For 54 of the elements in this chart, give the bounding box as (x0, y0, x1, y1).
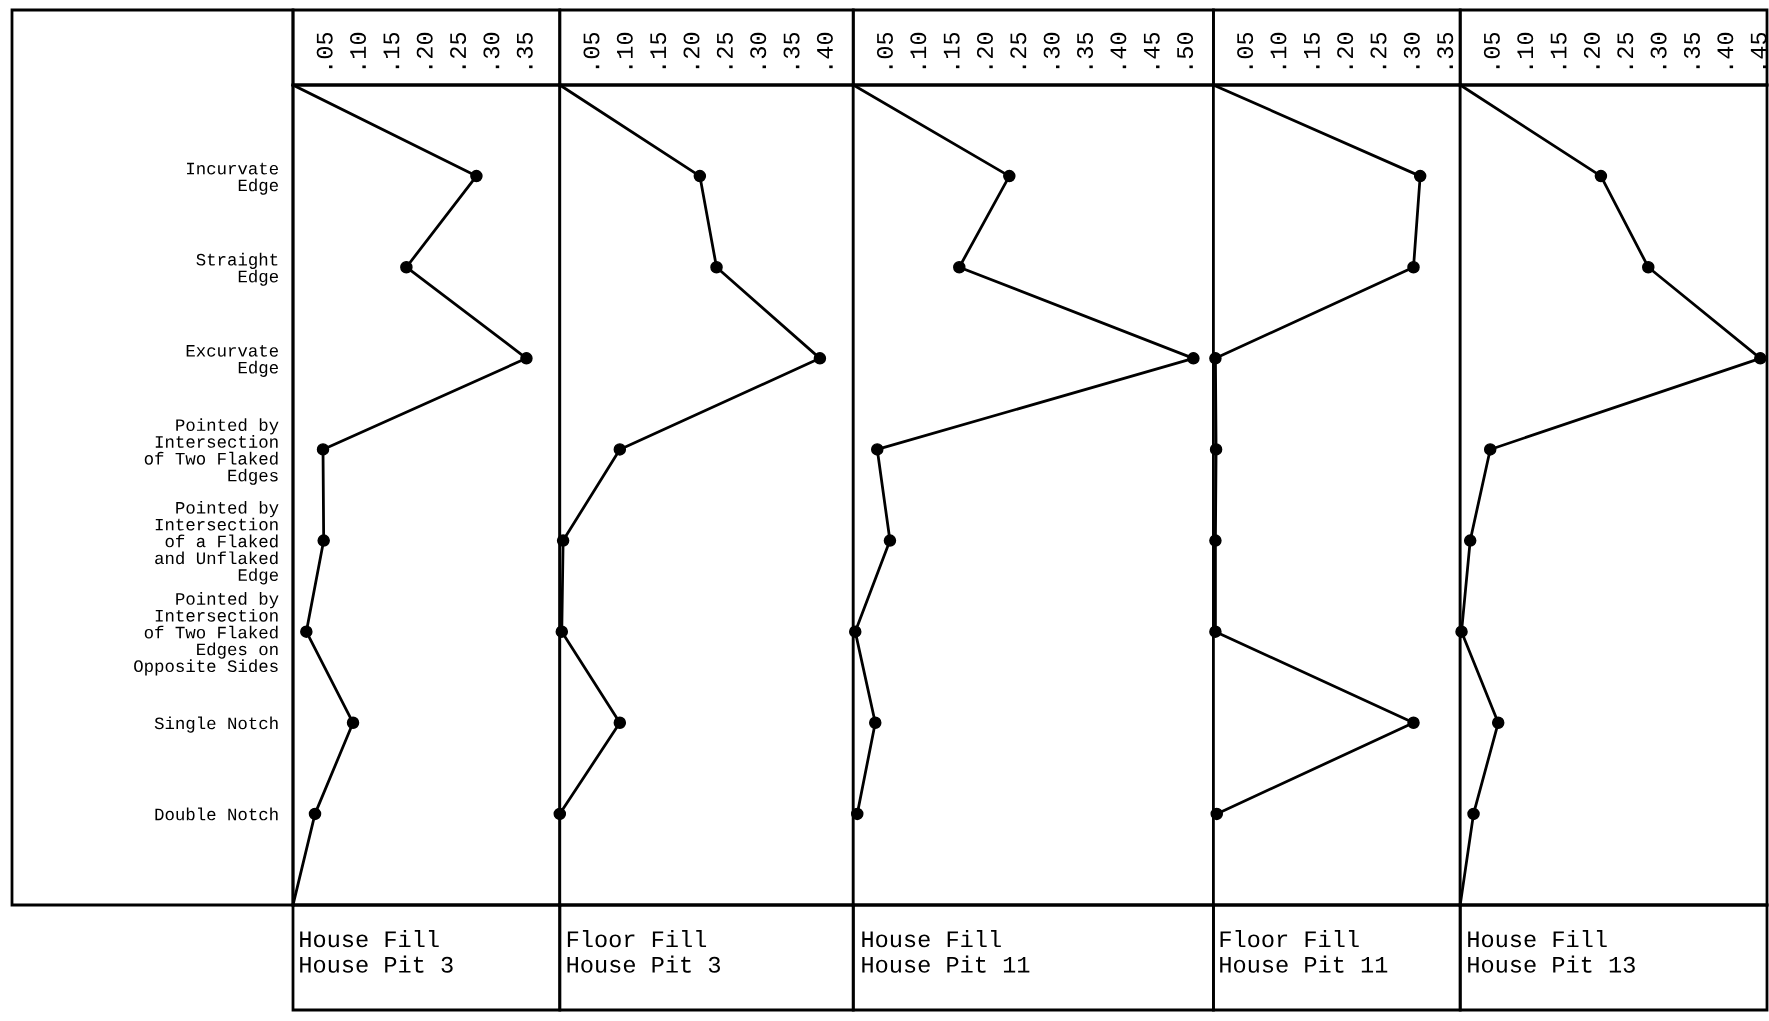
x-tick-label: .30 (1403, 32, 1420, 69)
x-tick-label: .40 (1110, 32, 1127, 69)
y-tick-label: Excurvate Edge (186, 344, 278, 377)
x-tick-label: .30 (483, 32, 500, 69)
x-tick-label: .45 (1750, 32, 1767, 69)
x-axis-title: House Fill House Pit 3 (300, 930, 453, 973)
x-tick-label: .40 (1717, 32, 1734, 69)
y-tick-label: Straight Edge (196, 252, 278, 286)
x-tick-label: .35 (1437, 32, 1454, 69)
x-tick-label: .20 (683, 32, 700, 69)
x-tick-label: .15 (650, 32, 667, 69)
x-tick-label: .15 (383, 32, 400, 69)
x-tick-label: .25 (1010, 32, 1027, 69)
x-tick-label: .15 (1550, 32, 1567, 69)
x-tick-label: .35 (1077, 32, 1094, 69)
x-tick-label: .35 (783, 32, 800, 69)
x-tick-label: .05 (876, 32, 893, 69)
y-tick-label: Incurvate Edge (187, 162, 278, 195)
x-tick-label: .05 (1237, 32, 1254, 69)
x-tick-label: .40 (816, 32, 833, 69)
y-tick-label: Double Notch (155, 807, 278, 821)
x-axis-title: House Fill House Pit 11 (862, 930, 1030, 973)
x-tick-label: .05 (316, 32, 333, 69)
x-tick-label: .25 (1370, 32, 1387, 69)
x-tick-label: .35 (516, 32, 533, 69)
x-tick-label: .25 (716, 32, 733, 69)
x-tick-label: .30 (750, 32, 767, 69)
y-tick-label: Single Notch (154, 716, 278, 733)
x-tick-label: .10 (1270, 32, 1287, 69)
x-tick-label: .20 (976, 32, 993, 69)
x-tick-label: .35 (1683, 32, 1700, 69)
x-tick-label: .10 (1517, 32, 1534, 69)
x-axis-title: Floor Fill House Pit 11 (1220, 930, 1388, 973)
x-tick-label: .45 (1143, 32, 1160, 69)
x-tick-label: .15 (1304, 32, 1320, 69)
y-tick-label: Pointed by Intersection of Two Flaked Edges on Opposite Sides (134, 592, 279, 676)
x-tick-label: .10 (910, 32, 927, 69)
x-tick-label: .25 (1617, 32, 1634, 69)
x-tick-label: .25 (450, 32, 467, 69)
x-tick-label: .05 (1483, 32, 1500, 69)
x-tick-label: .30 (1650, 32, 1667, 69)
y-tick-label: Pointed by Intersection of a Flaked and Unflaked Edge (155, 500, 279, 585)
x-tick-label: .05 (583, 32, 600, 69)
x-tick-label: .20 (416, 32, 433, 69)
x-tick-label: .10 (616, 32, 633, 69)
x-tick-label: .20 (1337, 32, 1354, 69)
x-axis-title: House Fill House Pit 13 (1468, 930, 1635, 973)
x-tick-label: .50 (1177, 32, 1194, 69)
x-tick-label: .20 (1583, 32, 1600, 69)
x-axis-title: Floor Fill House Pit 3 (567, 930, 721, 973)
x-tick-label: .10 (350, 32, 367, 69)
x-tick-label: .30 (1043, 32, 1060, 69)
y-tick-label: Pointed by Intersection of Two Flaked Edges (144, 418, 279, 485)
x-tick-label: .15 (943, 32, 960, 69)
